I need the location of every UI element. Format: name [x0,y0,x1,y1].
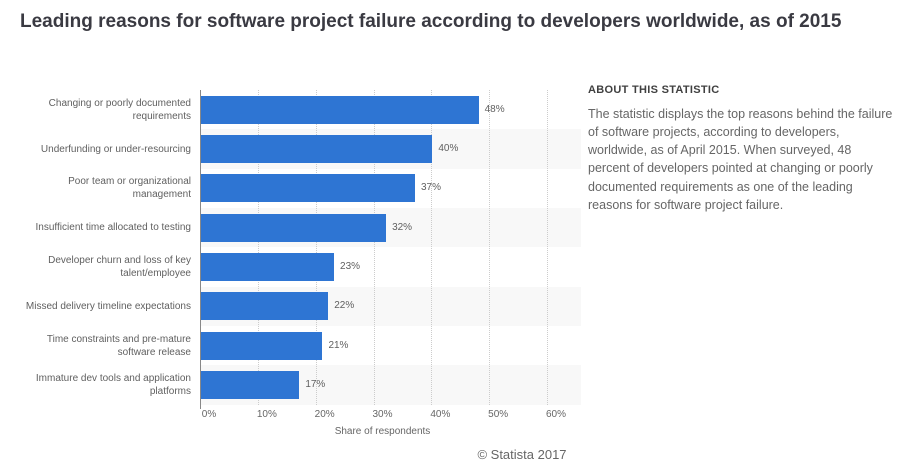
gridline [257,90,259,405]
bar[interactable] [201,253,335,282]
x-tick-label: 20% [314,409,335,420]
value-label: 21% [328,339,349,351]
category-label: Underfunding or under-resourcing [40,143,191,155]
category-label: Time constraints and pre-mature software… [46,333,191,358]
gridline [431,90,433,405]
gridline [547,90,548,405]
about-heading: ABOUT THIS STATISTIC [588,84,720,96]
category-label: Immature dev tools and application platf… [35,373,191,398]
x-tick-label: 30% [372,409,393,420]
copyright-notice: © Statista 2017 [477,447,567,462]
value-label: 40% [438,143,459,155]
category-label: Poor team or organizational management [68,176,191,201]
x-axis-title: Share of respondents [334,426,431,437]
bar[interactable] [201,174,415,203]
bar[interactable] [201,135,433,164]
bar-chart: Changing or poorly documented requiremen… [20,90,582,437]
value-label: 23% [340,261,361,273]
bar[interactable] [201,292,329,321]
x-tick-label: 50% [488,409,509,420]
y-axis-line [200,90,201,409]
value-label: 22% [334,300,355,312]
gridline [315,90,317,405]
category-label: Developer churn and loss of key talent/e… [48,255,191,280]
category-label: Missed delivery timeline expectations [25,300,191,312]
x-tick-label: 40% [430,409,451,420]
category-label: Insufficient time allocated to testing [35,222,191,234]
about-panel: ABOUT THIS STATISTIC The statistic displ… [588,84,894,214]
bar[interactable] [201,371,300,400]
value-label: 48% [484,103,505,115]
x-tick-label: 60% [545,409,567,420]
plot-area: 48% 40% 37% 32% 23% 22% 21% 17% [200,90,581,409]
gridline [489,90,491,405]
bar[interactable] [201,331,323,360]
value-label: 17% [305,379,326,391]
category-axis: Changing or poorly documented requiremen… [20,90,200,405]
bar[interactable] [201,213,387,242]
gridline [373,90,375,405]
x-tick-label: 0% [201,409,217,420]
page-title: Leading reasons for software project fai… [20,11,842,32]
value-label: 37% [420,182,441,194]
value-label: 32% [392,221,413,233]
bar[interactable] [201,95,479,124]
x-axis: 0% 10% 20% 30% 40% 50% 60% [202,409,566,422]
about-body: The statistic displays the top reasons b… [588,107,893,212]
x-tick-label: 10% [256,409,277,420]
category-label: Changing or poorly documented requiremen… [48,97,191,122]
